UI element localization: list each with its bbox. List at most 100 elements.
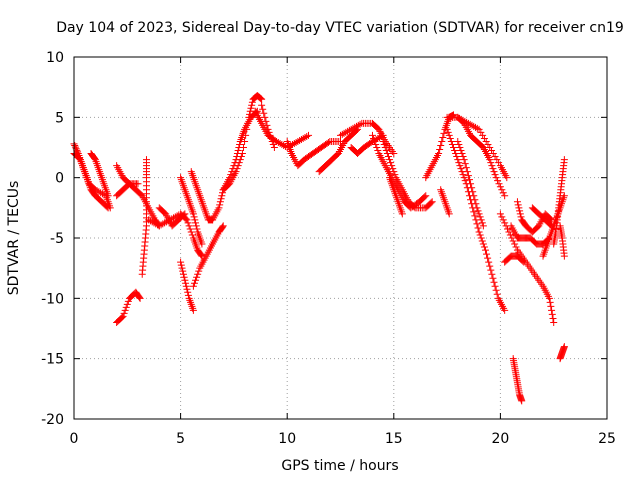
data-point (244, 119, 252, 127)
data-point (440, 129, 448, 137)
y-tick-label: -5 (50, 231, 64, 247)
data-point (484, 140, 492, 148)
data-point (503, 174, 511, 182)
data-point (352, 122, 360, 130)
data-point (380, 140, 388, 148)
data-point (457, 147, 465, 155)
data-point (547, 221, 555, 229)
data-point (455, 140, 463, 148)
data-point (354, 121, 362, 129)
data-point (305, 131, 313, 139)
y-tick-label: 5 (55, 110, 64, 126)
data-point (218, 192, 226, 200)
y-tick-label: -10 (41, 291, 64, 307)
data-point (95, 188, 103, 196)
data-point (274, 138, 282, 146)
data-point (168, 215, 176, 223)
data-point (122, 303, 130, 311)
data-point (134, 180, 142, 188)
data-point (492, 286, 500, 294)
data-point (73, 146, 81, 154)
data-point (457, 165, 465, 173)
data-point (489, 274, 497, 282)
data-point (486, 144, 494, 151)
data-point (183, 216, 191, 224)
data-point (184, 219, 192, 227)
data-point (438, 137, 446, 145)
data-point (179, 267, 187, 275)
data-point (383, 150, 391, 158)
data-point (269, 140, 277, 148)
y-tick-label: 0 (55, 171, 64, 187)
data-point (193, 225, 201, 233)
data-point (181, 210, 189, 218)
data-point (216, 198, 224, 206)
data-point (159, 220, 167, 228)
data-point (337, 131, 344, 139)
data-point (495, 180, 503, 188)
data-point (421, 193, 429, 201)
axis-ticks: 0 5 10 15 20 25 -20 -15 -10 -5 0 5 10 (41, 50, 616, 447)
data-point (464, 172, 472, 180)
data-point (390, 168, 398, 176)
data-point (467, 180, 475, 188)
data-point (191, 216, 199, 224)
data-point (489, 165, 497, 173)
x-tick-label: 25 (598, 431, 616, 447)
data-point (370, 134, 378, 142)
chart-title: Day 104 of 2023, Sidereal Day-to-day VTE… (56, 20, 624, 36)
data-point (195, 267, 203, 275)
data-point (490, 168, 498, 176)
data-point (516, 207, 524, 215)
data-point (471, 212, 479, 220)
data-point (258, 95, 266, 103)
data-point (472, 200, 480, 208)
data-point (478, 237, 486, 245)
data-point (136, 294, 144, 302)
data-point (216, 201, 224, 209)
data-point (379, 131, 387, 139)
data-point (517, 213, 525, 221)
data-point (384, 153, 392, 161)
data-point (545, 294, 553, 302)
data-point (496, 183, 504, 191)
data-point (219, 223, 227, 231)
data-point (75, 155, 83, 163)
data-point (444, 128, 452, 136)
data-point (276, 139, 284, 147)
data-point (498, 213, 506, 221)
data-point (488, 147, 496, 155)
data-point (476, 213, 484, 221)
data-point (290, 139, 298, 147)
data-point (386, 156, 394, 164)
data-point (487, 266, 495, 274)
data-point (484, 254, 492, 262)
data-point (451, 147, 459, 155)
data-point (454, 137, 462, 145)
data-point (263, 121, 271, 129)
data-point (480, 243, 488, 251)
data-point (519, 257, 527, 265)
data-point (475, 125, 483, 133)
data-point (459, 153, 467, 161)
data-point (479, 222, 487, 230)
data-point (452, 150, 460, 158)
data-point (192, 222, 200, 230)
data-point (368, 131, 376, 139)
data-point (455, 159, 463, 167)
data-point (372, 140, 380, 148)
y-tick-label: 10 (46, 50, 64, 66)
data-point (184, 288, 192, 296)
data-point (120, 309, 128, 317)
data-point (148, 218, 156, 226)
data-point (489, 150, 497, 158)
data-point (512, 243, 520, 251)
data-point (161, 219, 169, 227)
data-point (292, 138, 300, 146)
data-point (155, 222, 163, 230)
data-point (258, 101, 266, 109)
data-point (189, 210, 197, 218)
data-point (474, 224, 482, 232)
data-point (410, 203, 418, 211)
data-point (437, 141, 445, 149)
